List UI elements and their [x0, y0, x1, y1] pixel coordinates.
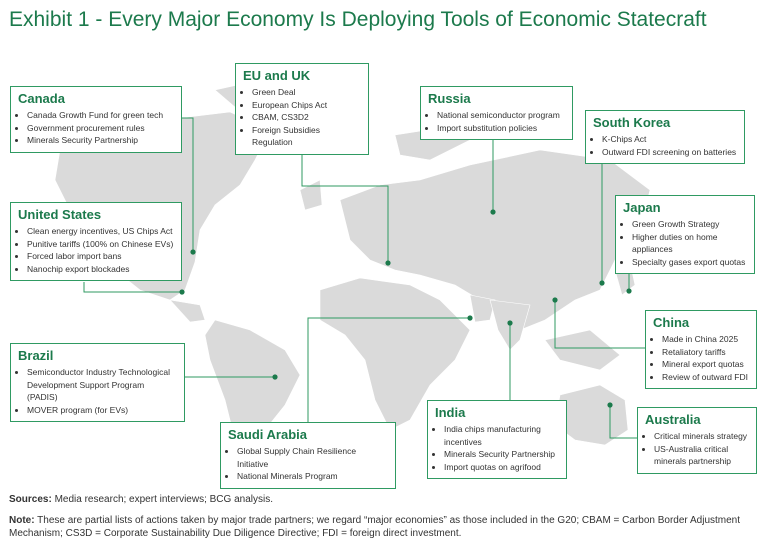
location-dot: [507, 320, 513, 326]
policy-list: Green DealEuropean Chips ActCBAM, CS3D2F…: [243, 86, 361, 149]
policy-list: Semiconductor Industry Technological Dev…: [18, 366, 177, 416]
location-dot: [607, 402, 613, 408]
country-name: Saudi Arabia: [228, 427, 307, 442]
policy-list: India chips manufacturing incentivesMine…: [435, 423, 559, 473]
policy-item: Import substitution policies: [437, 122, 565, 135]
policy-item: Canada Growth Fund for green tech: [27, 109, 174, 122]
policy-list: Canada Growth Fund for green techGovernm…: [18, 109, 174, 147]
connector: [554, 300, 645, 349]
sources: Sources: Media research; expert intervie…: [9, 493, 759, 506]
country-name: United States: [18, 207, 102, 222]
policy-item: Critical minerals strategy: [654, 430, 749, 443]
policy-item: K-Chips Act: [602, 133, 737, 146]
country-name: EU and UK: [243, 68, 311, 83]
country-box: United States Clean energy incentives, US…: [10, 202, 182, 281]
connector: [307, 317, 470, 422]
policy-item: India chips manufacturing incentives: [444, 423, 559, 448]
policy-item: National Minerals Program: [237, 470, 388, 483]
policy-list: Made in China 2025Retaliatory tariffsMin…: [653, 333, 749, 383]
location-dot: [179, 289, 185, 295]
country-name: Australia: [645, 412, 701, 427]
title: Exhibit 1 - Every Major Economy Is Deplo…: [9, 8, 707, 31]
country-name: Canada: [18, 91, 65, 106]
policy-item: Outward FDI screening on batteries: [602, 146, 737, 159]
policy-item: Green Deal: [252, 86, 361, 99]
country-box: Japan Green Growth StrategyHigher duties …: [615, 195, 755, 274]
country-name: India: [435, 405, 466, 420]
policy-item: Review of outward FDI: [662, 371, 749, 384]
policy-item: CBAM, CS3D2: [252, 111, 361, 124]
policy-list: Green Growth StrategyHigher duties on ho…: [623, 218, 747, 268]
connector: [182, 117, 194, 252]
policy-item: Made in China 2025: [662, 333, 749, 346]
policy-list: Critical minerals strategyUS-Australia c…: [645, 430, 749, 468]
country-box: Australia Critical minerals strategyUS-Au…: [637, 407, 757, 474]
location-dot: [490, 209, 496, 215]
policy-item: Punitive tariffs (100% on Chinese EVs): [27, 238, 174, 251]
note-text: These are partial lists of actions taken…: [9, 515, 741, 539]
location-dot: [599, 280, 605, 286]
connector: [83, 282, 182, 293]
country-box: Canada Canada Growth Fund for green techG…: [10, 86, 182, 153]
country-box: South Korea K-Chips ActOutward FDI screen…: [585, 110, 745, 164]
note-label: Note:: [9, 515, 35, 526]
policy-item: Mineral export quotas: [662, 358, 749, 371]
policy-item: Clean energy incentives, US Chips Act: [27, 225, 174, 238]
location-dot: [385, 260, 391, 266]
country-name: Brazil: [18, 348, 54, 363]
policy-list: National semiconductor programImport sub…: [428, 109, 565, 134]
policy-item: Import quotas on agrifood: [444, 461, 559, 474]
policy-item: Minerals Security Partnership: [444, 448, 559, 461]
country-name: Russia: [428, 91, 471, 106]
policy-item: MOVER program (for EVs): [27, 404, 177, 417]
connector: [609, 405, 637, 439]
policy-item: Semiconductor Industry Technological Dev…: [27, 366, 177, 404]
country-name: Japan: [623, 200, 661, 215]
country-box: Saudi Arabia Global Supply Chain Resilien…: [220, 422, 396, 489]
note: Note: These are partial lists of actions…: [9, 514, 759, 540]
sources-label: Sources:: [9, 494, 52, 505]
country-box: China Made in China 2025Retaliatory tarif…: [645, 310, 757, 389]
policy-item: Retaliatory tariffs: [662, 346, 749, 359]
sources-text: Media research; expert interviews; BCG a…: [54, 494, 273, 505]
country-name: China: [653, 315, 690, 330]
policy-list: K-Chips ActOutward FDI screening on batt…: [593, 133, 737, 158]
country-box: India India chips manufacturing incentive…: [427, 400, 567, 479]
location-dot: [552, 297, 558, 303]
country-box: Russia National semiconductor programImpo…: [420, 86, 573, 140]
location-dot: [467, 315, 473, 321]
policy-item: Global Supply Chain Resilience Initiativ…: [237, 445, 388, 470]
policy-list: Clean energy incentives, US Chips ActPun…: [18, 225, 174, 275]
policy-item: Forced labor import bans: [27, 250, 174, 263]
location-dot: [626, 288, 632, 294]
policy-item: Foreign Subsidies Regulation: [252, 124, 361, 149]
policy-item: Minerals Security Partnership: [27, 134, 174, 147]
policy-item: National semiconductor program: [437, 109, 565, 122]
policy-item: Green Growth Strategy: [632, 218, 747, 231]
policy-list: Global Supply Chain Resilience Initiativ…: [228, 445, 388, 483]
policy-item: Higher duties on home appliances: [632, 231, 747, 256]
policy-item: European Chips Act: [252, 99, 361, 112]
policy-item: US-Australia critical minerals partnersh…: [654, 443, 749, 468]
connector: [301, 141, 389, 263]
country-box: Brazil Semiconductor Industry Technologic…: [10, 343, 185, 422]
country-name: South Korea: [593, 115, 671, 130]
country-box: EU and UK Green DealEuropean Chips ActCBA…: [235, 63, 369, 155]
location-dot: [272, 374, 278, 380]
policy-item: Specialty gases export quotas: [632, 256, 747, 269]
policy-item: Government procurement rules: [27, 122, 174, 135]
policy-item: Nanochip export blockades: [27, 263, 174, 276]
location-dot: [190, 249, 196, 255]
